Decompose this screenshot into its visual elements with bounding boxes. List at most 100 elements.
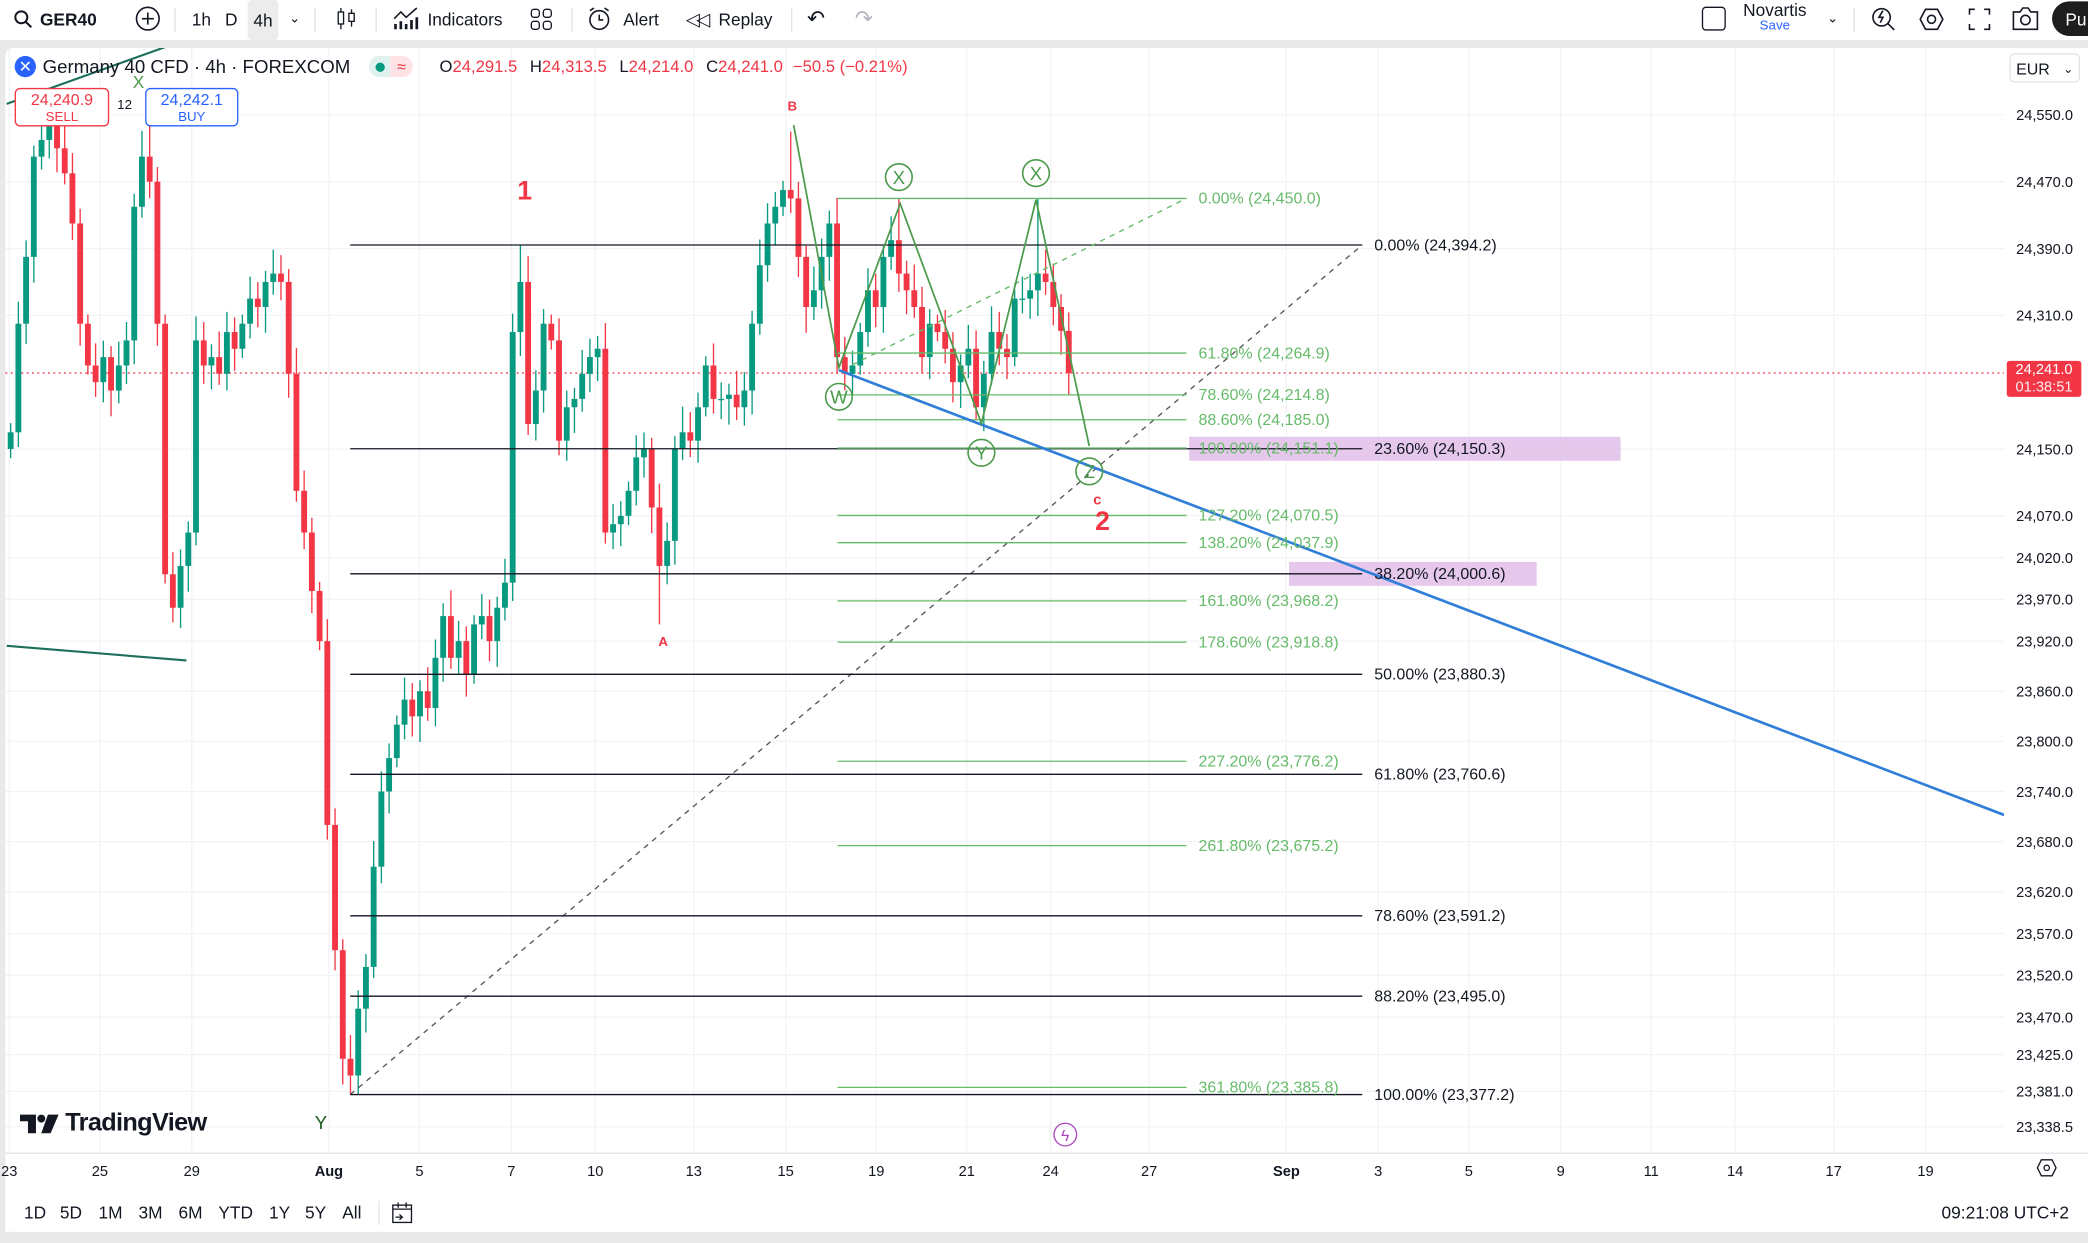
- sell-button[interactable]: 24,240.9 SELL: [14, 87, 110, 127]
- candle-body: [710, 365, 717, 399]
- candle: [857, 322, 864, 375]
- candle: [131, 193, 138, 365]
- candle: [478, 594, 485, 640]
- quick-search-button[interactable]: [1871, 0, 1896, 37]
- candle: [84, 314, 91, 375]
- fib-extension-label: 88.60% (24,185.0): [1198, 412, 1329, 429]
- layout-dropdown-chevron-icon[interactable]: ⌄: [1826, 11, 1839, 26]
- time-axis-label: Aug: [315, 1164, 343, 1180]
- candle: [610, 503, 617, 550]
- replay-button[interactable]: ◁◁ Replay: [686, 0, 773, 37]
- fib-extension-label: 178.60% (23,918.8): [1198, 634, 1338, 651]
- candle-body: [772, 206, 779, 224]
- ohlc-values: O24,291.5 H24,313.5 L24,214.0 C24,241.0 …: [439, 57, 908, 76]
- layouts-button[interactable]: [530, 0, 553, 37]
- symbol-title[interactable]: Germany 40 CFD · 4h · FOREXCOM: [42, 55, 351, 78]
- candle: [308, 517, 315, 614]
- range-5d[interactable]: 5D: [59, 1202, 83, 1223]
- candle: [254, 282, 261, 328]
- gear-icon: [1919, 7, 1944, 30]
- range-1d[interactable]: 1D: [23, 1202, 47, 1223]
- candle: [803, 245, 810, 333]
- price-axis-label: 24,310.0: [2016, 309, 2073, 325]
- axis-settings-button[interactable]: [2036, 1159, 2057, 1184]
- candle: [841, 336, 848, 391]
- fullscreen-button[interactable]: [1968, 0, 1991, 37]
- alert-button[interactable]: Alert: [587, 0, 659, 37]
- candle: [185, 521, 192, 592]
- candle: [293, 348, 300, 502]
- candle-body: [332, 824, 338, 951]
- range-3m[interactable]: 3M: [138, 1202, 163, 1223]
- candle: [532, 370, 539, 441]
- candle-body: [664, 540, 671, 566]
- candle-body: [764, 223, 771, 266]
- candle: [216, 331, 223, 385]
- wave-label: X: [133, 72, 145, 92]
- candle-body: [293, 373, 300, 491]
- candle: [911, 264, 918, 319]
- tradingview-logo[interactable]: TradingView: [19, 1109, 207, 1138]
- layout-name-button[interactable]: Novartis Save: [1743, 0, 1807, 37]
- redo-icon[interactable]: ↷: [854, 7, 873, 31]
- publish-button[interactable]: Pu: [2052, 1, 2088, 36]
- candle-body: [780, 190, 786, 207]
- market-status[interactable]: ≈: [368, 55, 413, 78]
- price-axis-label: 24,550.0: [2016, 108, 2073, 124]
- range-6m[interactable]: 6M: [178, 1202, 203, 1223]
- range-ytd[interactable]: YTD: [218, 1202, 254, 1223]
- grid-icon: [530, 7, 552, 30]
- go-to-date-button[interactable]: [390, 1201, 414, 1232]
- candle: [15, 301, 22, 448]
- market-open-dot-icon: [374, 61, 385, 72]
- candle: [509, 313, 516, 602]
- lightning-event-icon[interactable]: ϟ: [1053, 1122, 1078, 1147]
- time-axis-label: 21: [959, 1164, 975, 1180]
- layout-checkbox[interactable]: [1701, 0, 1726, 37]
- search-icon: [14, 9, 33, 28]
- snapshot-button[interactable]: [2012, 0, 2039, 37]
- candle-body: [38, 139, 45, 157]
- candle: [702, 356, 709, 417]
- candle-body: [556, 340, 562, 441]
- indicators-button[interactable]: Indicators: [393, 0, 503, 37]
- range-1m[interactable]: 1M: [98, 1202, 123, 1223]
- interval-dropdown-chevron-icon[interactable]: ⌄: [288, 11, 301, 26]
- candle-body: [115, 365, 122, 391]
- candle: [648, 437, 655, 534]
- chart-type-button[interactable]: [336, 0, 357, 37]
- time-axis-label: 13: [686, 1164, 702, 1180]
- candle: [810, 266, 817, 320]
- rewind-icon: ◁◁: [685, 7, 711, 29]
- buy-label: BUY: [178, 110, 206, 126]
- time-axis-label: 14: [1727, 1164, 1743, 1180]
- fib-retracement-label: 78.60% (23,591.2): [1374, 908, 1505, 925]
- range-all[interactable]: All: [342, 1202, 362, 1223]
- candle-body: [648, 449, 655, 508]
- alarm-clock-icon: [589, 6, 610, 30]
- candle: [61, 122, 68, 185]
- interval-d[interactable]: D: [225, 8, 238, 29]
- interval-4h[interactable]: 4h: [247, 0, 279, 40]
- candle-body: [849, 365, 856, 374]
- range-5y[interactable]: 5Y: [304, 1202, 327, 1223]
- interval-1h[interactable]: 1h: [191, 8, 212, 29]
- currency-select[interactable]: EUR ⌄: [2009, 53, 2081, 83]
- candle: [77, 208, 84, 346]
- candle: [525, 256, 532, 435]
- compare-symbol-button[interactable]: [134, 0, 161, 37]
- range-1y[interactable]: 1Y: [268, 1202, 291, 1223]
- candle-body: [617, 515, 624, 525]
- candle-body: [625, 490, 632, 516]
- candle: [115, 341, 122, 404]
- candle: [888, 216, 895, 270]
- blue-trendline: [838, 368, 2005, 817]
- settings-button[interactable]: [1919, 0, 1944, 37]
- buy-button[interactable]: 24,242.1 BUY: [145, 87, 239, 127]
- candle: [100, 340, 107, 403]
- candle-body: [610, 524, 617, 533]
- symbol-search-button[interactable]: GER40: [13, 0, 97, 37]
- candle-body: [355, 1008, 362, 1076]
- undo-icon[interactable]: ↶: [806, 7, 825, 31]
